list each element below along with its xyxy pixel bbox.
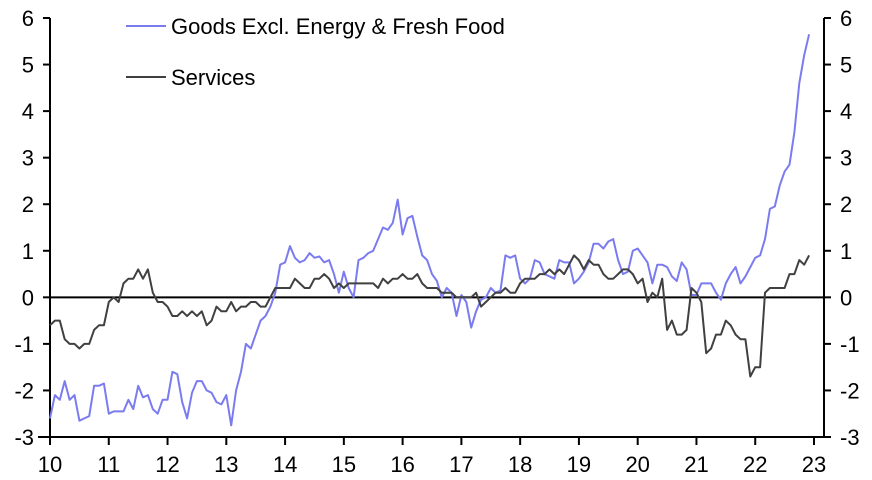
right-y-tick-label: 1 xyxy=(840,239,852,264)
x-tick-label: 17 xyxy=(449,452,473,477)
x-tick-label: 18 xyxy=(508,452,532,477)
series-line-services xyxy=(49,254,810,378)
x-tick-label: 21 xyxy=(684,452,708,477)
left-y-tick-label: 1 xyxy=(22,239,34,264)
legend-label-services: Services xyxy=(171,65,255,90)
right-y-tick-label: 3 xyxy=(840,146,852,171)
x-tick-label: 10 xyxy=(38,452,62,477)
x-tick-label: 11 xyxy=(97,452,120,477)
right-y-tick-label: -2 xyxy=(840,378,860,403)
x-tick-label: 20 xyxy=(625,452,649,477)
left-y-tick-label: 4 xyxy=(22,99,34,124)
right-y-tick-label: 2 xyxy=(840,192,852,217)
x-tick-label: 22 xyxy=(743,452,767,477)
right-y-tick-label: 4 xyxy=(840,99,852,124)
series-layer xyxy=(49,34,811,427)
left-y-tick-label: 3 xyxy=(22,146,34,171)
right-y-tick-label: 5 xyxy=(840,53,852,78)
x-tick-label: 13 xyxy=(214,452,238,477)
right-y-tick-label: 0 xyxy=(840,285,852,310)
left-y-tick-label: 0 xyxy=(22,285,34,310)
right-y-tick-label: 6 xyxy=(840,6,852,31)
left-y-tick-label: 5 xyxy=(22,53,34,78)
left-y-tick-label: 6 xyxy=(22,6,34,31)
right-y-tick-label: -1 xyxy=(840,332,860,357)
x-tick-label: 12 xyxy=(155,452,179,477)
left-y-tick-label: 2 xyxy=(22,192,34,217)
left-y-tick-label: -3 xyxy=(14,425,34,450)
x-tick-label: 19 xyxy=(567,452,591,477)
x-tick-label: 14 xyxy=(273,452,297,477)
x-tick-label: 23 xyxy=(802,452,826,477)
left-y-tick-label: -2 xyxy=(14,378,34,403)
x-tick-label: 16 xyxy=(390,452,414,477)
x-tick-label: 15 xyxy=(332,452,356,477)
axes: -3 -3-2 -2-1 -10 01 12 23 34 45 56 610 11 12 13 14 15 16… xyxy=(14,6,859,477)
right-y-tick-label: -3 xyxy=(840,425,860,450)
legend: Goods Excl. Energy & Fresh Food Services xyxy=(126,14,505,90)
series-line-goods xyxy=(49,34,811,427)
left-y-tick-label: -1 xyxy=(14,332,34,357)
legend-label-goods: Goods Excl. Energy & Fresh Food xyxy=(171,14,505,39)
